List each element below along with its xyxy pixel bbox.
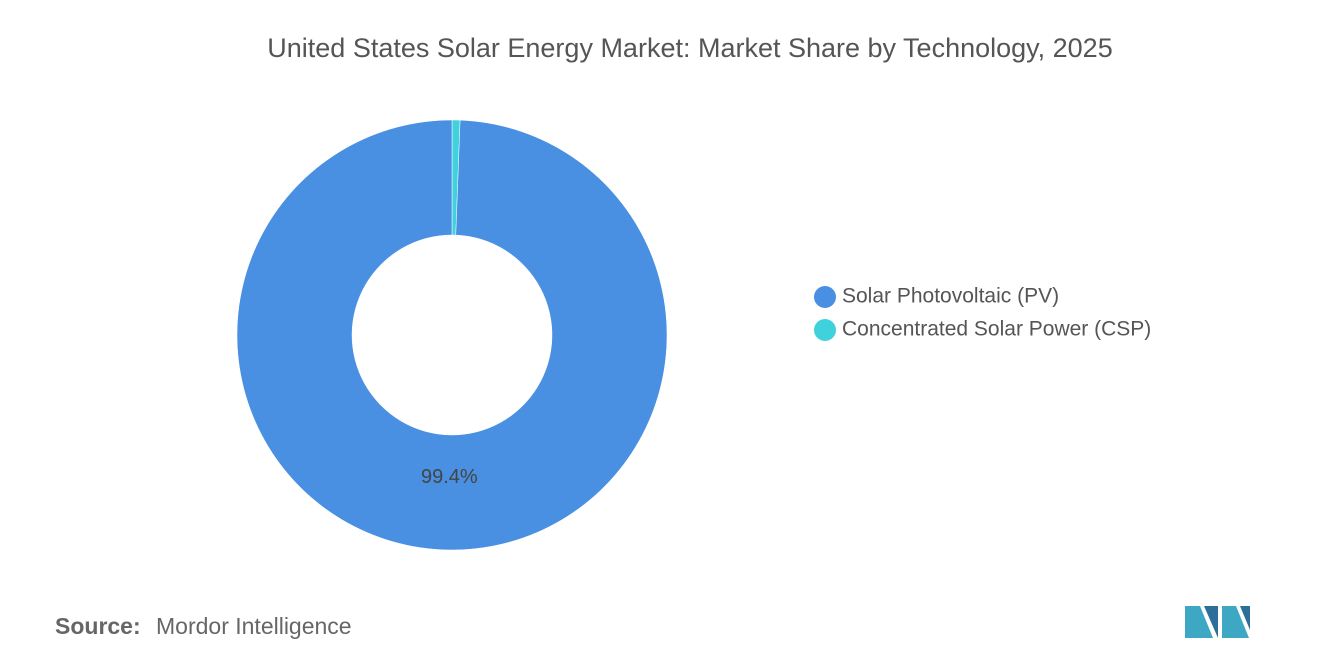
legend-marker: [814, 319, 836, 341]
data-label: 99.4%: [421, 466, 478, 488]
legend-marker: [814, 286, 836, 308]
legend-label: Solar Photovoltaic (PV): [842, 285, 1059, 308]
legend-label: Concentrated Solar Power (CSP): [842, 318, 1151, 341]
source-text: Mordor Intelligence: [156, 613, 352, 639]
logo: [1185, 606, 1250, 638]
source-label: Source:: [55, 613, 141, 639]
chart-title: United States Solar Energy Market: Marke…: [267, 33, 1112, 63]
donut-slice: [236, 119, 668, 551]
